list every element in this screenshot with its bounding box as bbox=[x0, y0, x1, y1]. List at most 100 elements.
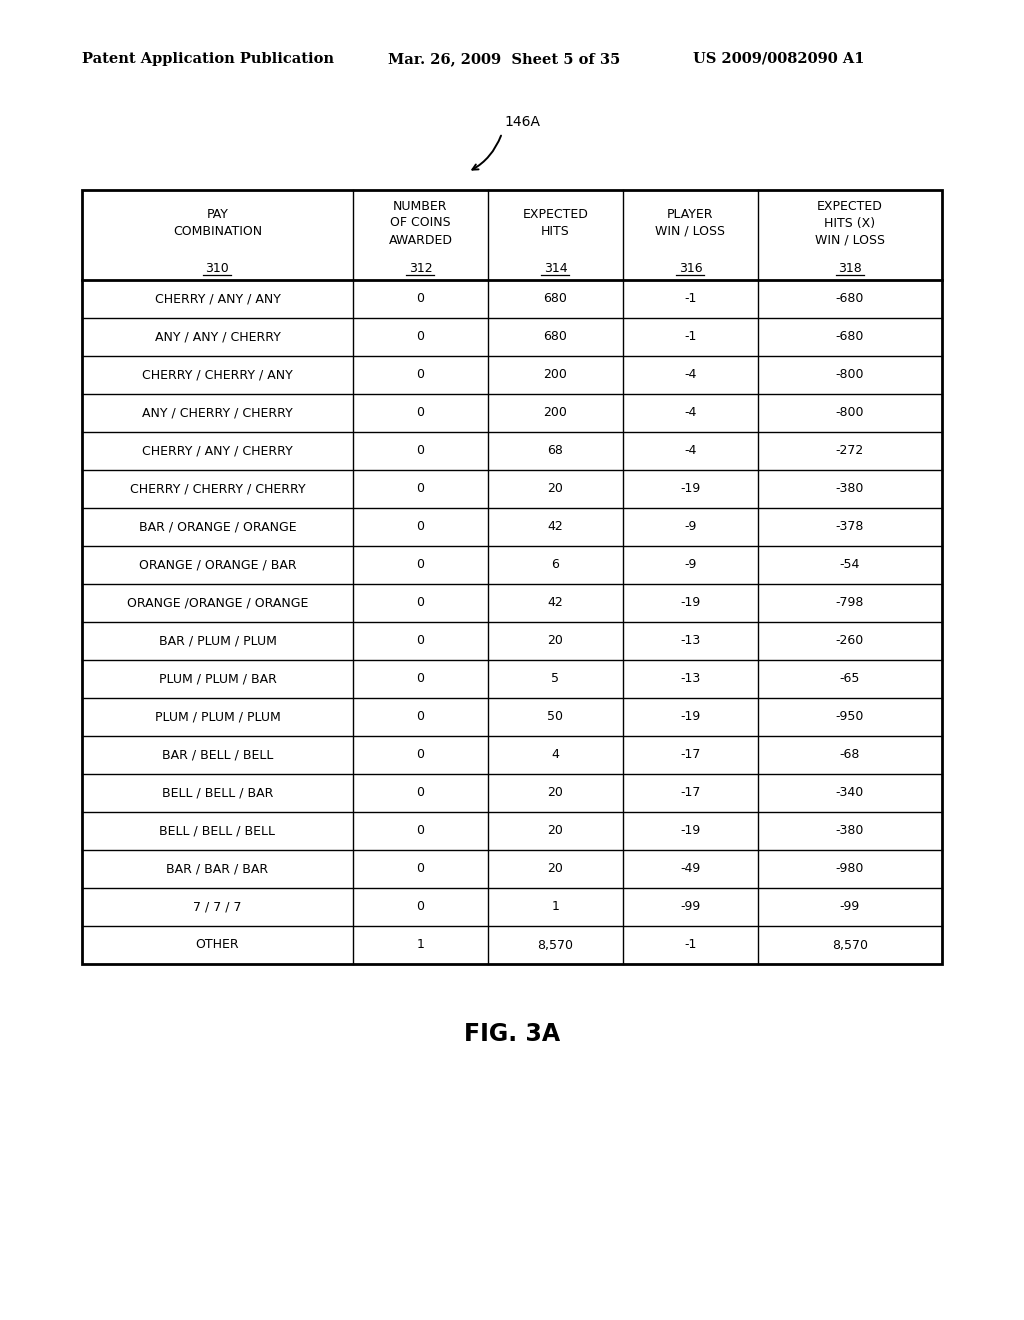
Text: EXPECTED
HITS: EXPECTED HITS bbox=[522, 209, 589, 238]
Text: 42: 42 bbox=[548, 597, 563, 610]
Text: 314: 314 bbox=[544, 261, 567, 275]
Text: 316: 316 bbox=[679, 261, 702, 275]
Text: -9: -9 bbox=[684, 558, 696, 572]
Text: -68: -68 bbox=[840, 748, 860, 762]
Text: 0: 0 bbox=[417, 330, 424, 343]
Text: 0: 0 bbox=[417, 900, 424, 913]
Text: CHERRY / ANY / CHERRY: CHERRY / ANY / CHERRY bbox=[142, 445, 293, 458]
Text: -49: -49 bbox=[680, 862, 700, 875]
Text: Patent Application Publication: Patent Application Publication bbox=[82, 51, 334, 66]
Text: 8,570: 8,570 bbox=[538, 939, 573, 952]
Text: FIG. 3A: FIG. 3A bbox=[464, 1022, 560, 1045]
Text: 310: 310 bbox=[206, 261, 229, 275]
Text: 0: 0 bbox=[417, 445, 424, 458]
Text: 0: 0 bbox=[417, 748, 424, 762]
Text: 0: 0 bbox=[417, 710, 424, 723]
Text: -17: -17 bbox=[680, 787, 700, 800]
Text: -19: -19 bbox=[680, 597, 700, 610]
Text: ANY / CHERRY / CHERRY: ANY / CHERRY / CHERRY bbox=[142, 407, 293, 420]
Text: 0: 0 bbox=[417, 862, 424, 875]
Text: 200: 200 bbox=[544, 368, 567, 381]
Text: -4: -4 bbox=[684, 407, 696, 420]
Text: BAR / ORANGE / ORANGE: BAR / ORANGE / ORANGE bbox=[138, 520, 296, 533]
Text: 4: 4 bbox=[552, 748, 559, 762]
Text: 0: 0 bbox=[417, 635, 424, 648]
Text: -800: -800 bbox=[836, 368, 864, 381]
Text: 42: 42 bbox=[548, 520, 563, 533]
Text: BAR / BAR / BAR: BAR / BAR / BAR bbox=[166, 862, 268, 875]
Text: BAR / PLUM / PLUM: BAR / PLUM / PLUM bbox=[159, 635, 276, 648]
Text: -9: -9 bbox=[684, 520, 696, 533]
Text: NUMBER
OF COINS
AWARDED: NUMBER OF COINS AWARDED bbox=[388, 199, 453, 247]
Text: 8,570: 8,570 bbox=[831, 939, 868, 952]
Text: 0: 0 bbox=[417, 520, 424, 533]
Text: 200: 200 bbox=[544, 407, 567, 420]
Text: 20: 20 bbox=[548, 787, 563, 800]
Text: BELL / BELL / BAR: BELL / BELL / BAR bbox=[162, 787, 273, 800]
Text: -4: -4 bbox=[684, 445, 696, 458]
Text: -380: -380 bbox=[836, 825, 864, 837]
Text: -13: -13 bbox=[680, 672, 700, 685]
Text: 7 / 7 / 7: 7 / 7 / 7 bbox=[194, 900, 242, 913]
Text: US 2009/0082090 A1: US 2009/0082090 A1 bbox=[693, 51, 864, 66]
Text: 20: 20 bbox=[548, 635, 563, 648]
Text: ANY / ANY / CHERRY: ANY / ANY / CHERRY bbox=[155, 330, 281, 343]
Text: 146A: 146A bbox=[504, 115, 540, 129]
Text: OTHER: OTHER bbox=[196, 939, 240, 952]
Text: -17: -17 bbox=[680, 748, 700, 762]
Text: 0: 0 bbox=[417, 597, 424, 610]
Text: ORANGE / ORANGE / BAR: ORANGE / ORANGE / BAR bbox=[138, 558, 296, 572]
Text: 0: 0 bbox=[417, 483, 424, 495]
Text: -378: -378 bbox=[836, 520, 864, 533]
Text: 0: 0 bbox=[417, 672, 424, 685]
Text: -260: -260 bbox=[836, 635, 864, 648]
Text: -99: -99 bbox=[680, 900, 700, 913]
Text: -54: -54 bbox=[840, 558, 860, 572]
Text: 0: 0 bbox=[417, 407, 424, 420]
Text: BAR / BELL / BELL: BAR / BELL / BELL bbox=[162, 748, 273, 762]
Text: 5: 5 bbox=[552, 672, 559, 685]
Text: CHERRY / CHERRY / ANY: CHERRY / CHERRY / ANY bbox=[142, 368, 293, 381]
Text: 0: 0 bbox=[417, 787, 424, 800]
Text: -340: -340 bbox=[836, 787, 864, 800]
Text: 20: 20 bbox=[548, 483, 563, 495]
Text: 0: 0 bbox=[417, 293, 424, 305]
Text: CHERRY / CHERRY / CHERRY: CHERRY / CHERRY / CHERRY bbox=[130, 483, 305, 495]
Text: -65: -65 bbox=[840, 672, 860, 685]
Text: -19: -19 bbox=[680, 825, 700, 837]
Text: 6: 6 bbox=[552, 558, 559, 572]
Text: PAY
COMBINATION: PAY COMBINATION bbox=[173, 209, 262, 238]
Text: 318: 318 bbox=[838, 261, 862, 275]
Text: -272: -272 bbox=[836, 445, 864, 458]
Bar bbox=[82, 190, 942, 964]
Text: 312: 312 bbox=[409, 261, 432, 275]
Text: Mar. 26, 2009  Sheet 5 of 35: Mar. 26, 2009 Sheet 5 of 35 bbox=[388, 51, 621, 66]
Text: -1: -1 bbox=[684, 293, 696, 305]
Text: -19: -19 bbox=[680, 483, 700, 495]
Text: 0: 0 bbox=[417, 368, 424, 381]
Text: 1: 1 bbox=[417, 939, 424, 952]
Text: -950: -950 bbox=[836, 710, 864, 723]
Text: -380: -380 bbox=[836, 483, 864, 495]
Text: 0: 0 bbox=[417, 558, 424, 572]
Text: 0: 0 bbox=[417, 825, 424, 837]
Text: BELL / BELL / BELL: BELL / BELL / BELL bbox=[160, 825, 275, 837]
Text: PLUM / PLUM / BAR: PLUM / PLUM / BAR bbox=[159, 672, 276, 685]
Text: -19: -19 bbox=[680, 710, 700, 723]
Text: 20: 20 bbox=[548, 825, 563, 837]
Text: EXPECTED
HITS (X)
WIN / LOSS: EXPECTED HITS (X) WIN / LOSS bbox=[815, 199, 885, 247]
Text: -1: -1 bbox=[684, 939, 696, 952]
Text: ORANGE /ORANGE / ORANGE: ORANGE /ORANGE / ORANGE bbox=[127, 597, 308, 610]
Text: -798: -798 bbox=[836, 597, 864, 610]
Text: -680: -680 bbox=[836, 330, 864, 343]
Text: -13: -13 bbox=[680, 635, 700, 648]
Text: CHERRY / ANY / ANY: CHERRY / ANY / ANY bbox=[155, 293, 281, 305]
Text: -4: -4 bbox=[684, 368, 696, 381]
Text: PLUM / PLUM / PLUM: PLUM / PLUM / PLUM bbox=[155, 710, 281, 723]
Text: 68: 68 bbox=[548, 445, 563, 458]
Text: 20: 20 bbox=[548, 862, 563, 875]
Text: 680: 680 bbox=[544, 330, 567, 343]
Text: -980: -980 bbox=[836, 862, 864, 875]
Text: -1: -1 bbox=[684, 330, 696, 343]
Text: 50: 50 bbox=[548, 710, 563, 723]
